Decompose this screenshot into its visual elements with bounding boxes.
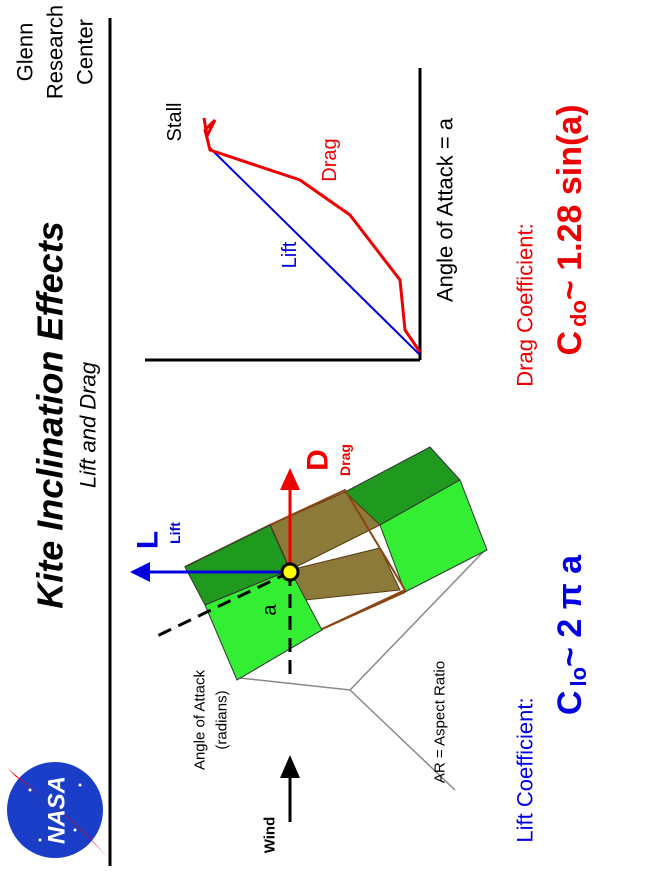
aspect-label: AR = Aspect Ratio: [432, 661, 449, 783]
lift-symbol: L: [132, 531, 165, 549]
center-line: Glenn: [13, 23, 38, 82]
lift-curve: [209, 147, 421, 356]
center-line: Research: [43, 5, 68, 99]
drag-symbol: D: [302, 449, 335, 471]
drag-curve: [202, 117, 422, 353]
x-axis-label: Angle of Attack = a: [433, 117, 458, 302]
expression: ~ 2 π a: [551, 554, 589, 667]
expression: ~ 1.28 sin(a): [551, 104, 589, 300]
symbol: C: [551, 331, 589, 356]
logo-text: NASA: [44, 776, 71, 844]
nasa-logo: NASA: [6, 762, 107, 858]
wind-label: Wind: [262, 817, 279, 854]
subtitle: Lift and Drag: [76, 361, 101, 488]
title: Kite Inclination Effects: [30, 221, 71, 608]
angle-label: Angle of Attack: [192, 669, 209, 770]
graph: Angle of Attack = a Lift Drag Stall: [145, 68, 458, 362]
drag-curve-label: Drag: [319, 138, 341, 181]
center-line: Center: [73, 19, 98, 85]
kite: [130, 446, 488, 822]
angle-symbol: a: [259, 604, 281, 616]
drag-formula: Cdo~ 1.28 sin(a): [551, 104, 591, 355]
angle-label: (radians): [214, 690, 231, 749]
symbol: C: [551, 691, 589, 716]
lift-formula: Clo~ 2 π a: [551, 554, 591, 715]
lift-coefficient-label: Lift Coefficient:: [513, 697, 538, 842]
stall-label: Stall: [164, 103, 186, 142]
subscript: do: [566, 300, 591, 327]
drag-coefficient-label: Drag Coefficient:: [513, 223, 538, 386]
drag-label: Drag: [337, 444, 353, 476]
subscript: lo: [566, 667, 591, 687]
lift-curve-label: Lift: [279, 241, 301, 268]
lift-label: Lift: [167, 522, 183, 544]
